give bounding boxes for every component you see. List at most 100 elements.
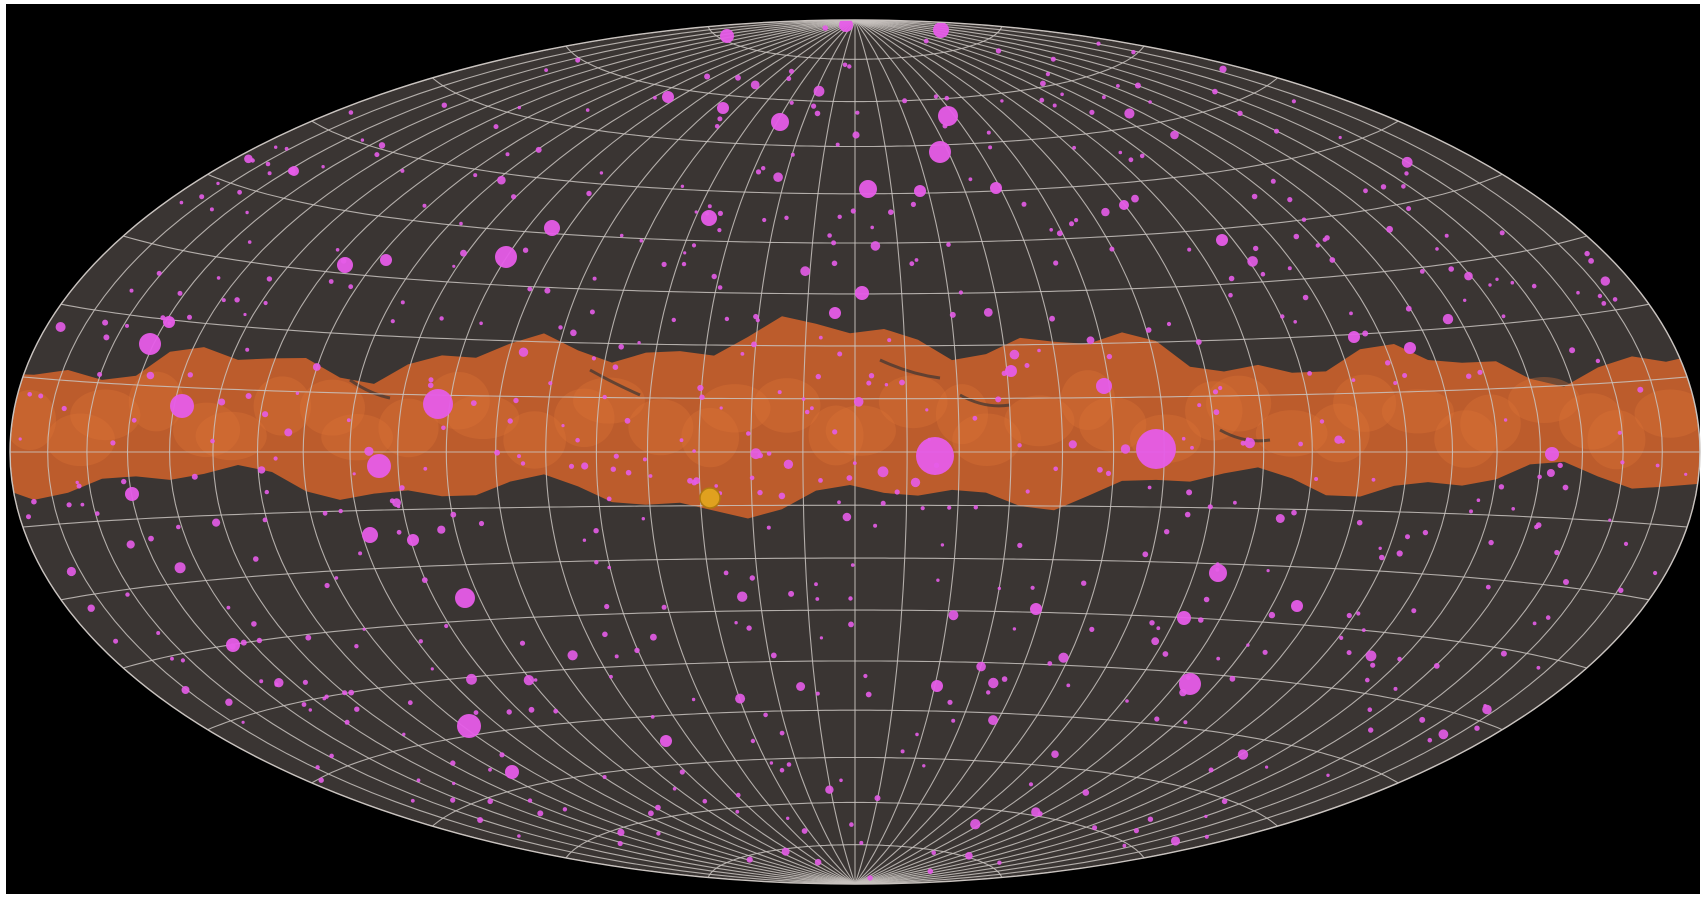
gamma-source	[402, 732, 406, 736]
gamma-source	[209, 207, 214, 212]
gamma-source	[518, 347, 529, 357]
gamma-source	[724, 316, 730, 322]
galactic-band-cloud	[1255, 410, 1328, 457]
gamma-source	[656, 831, 661, 836]
gamma-source	[553, 708, 559, 714]
gamma-source	[1204, 814, 1208, 819]
gamma-source	[773, 172, 783, 182]
gamma-source	[478, 520, 485, 527]
galactic-band-cloud	[1460, 394, 1521, 454]
gamma-source	[1049, 228, 1053, 232]
gamma-source	[720, 29, 734, 43]
gamma-source	[1017, 443, 1022, 448]
gamma-source	[1052, 103, 1057, 108]
gamma-source	[308, 708, 312, 712]
gamma-source	[523, 675, 535, 686]
gamma-source	[1170, 836, 1181, 846]
gamma-source	[877, 466, 889, 478]
gamma-source	[256, 637, 263, 644]
gamma-source	[612, 364, 619, 371]
gamma-source	[1511, 507, 1515, 511]
gamma-source	[1203, 596, 1210, 603]
gamma-source	[648, 474, 653, 478]
gamma-source	[746, 625, 752, 631]
gamma-source	[180, 658, 185, 663]
gamma-source	[866, 380, 872, 386]
gamma-source	[624, 417, 631, 424]
gamma-source	[1151, 637, 1160, 646]
gamma-source	[1396, 550, 1403, 557]
gamma-source	[95, 511, 100, 516]
gamma-source	[920, 506, 925, 511]
gamma-source	[1268, 611, 1276, 619]
gamma-source	[634, 647, 640, 654]
gamma-source	[1017, 542, 1023, 549]
gamma-source	[1314, 477, 1319, 481]
gamma-source	[735, 809, 740, 814]
parallel-line	[565, 45, 1145, 103]
gamma-source	[1370, 662, 1376, 668]
gamma-source	[1164, 529, 1170, 535]
gamma-source	[1419, 716, 1426, 723]
gamma-source	[535, 146, 542, 153]
gamma-source	[837, 351, 843, 357]
gamma-source	[786, 76, 792, 82]
gamma-source	[251, 621, 257, 627]
galactic-band-cloud	[699, 384, 771, 433]
gamma-source	[160, 315, 166, 321]
gamma-source	[354, 706, 360, 712]
parallel-line	[432, 756, 1278, 827]
gamma-source	[973, 505, 978, 510]
gamma-source	[1597, 293, 1603, 299]
gamma-source	[1001, 370, 1007, 376]
gamma-source	[1092, 825, 1098, 831]
gamma-source	[609, 674, 613, 679]
gamma-source	[1024, 363, 1030, 368]
gamma-source	[650, 633, 657, 641]
gamma-source	[1001, 676, 1008, 682]
gamma-source	[495, 246, 517, 268]
gamma-source	[717, 116, 723, 122]
gamma-source	[1253, 245, 1259, 252]
gamma-source	[295, 391, 300, 395]
galactic-band-cloud	[1004, 395, 1075, 447]
gamma-source	[594, 560, 599, 565]
gamma-source	[606, 496, 612, 502]
gamma-source	[786, 762, 792, 767]
gamma-source	[423, 389, 453, 419]
gamma-source	[1380, 184, 1387, 190]
gamma-source	[1346, 650, 1352, 656]
gamma-source	[181, 686, 190, 694]
gamma-source	[750, 80, 760, 90]
gamma-source	[910, 477, 921, 488]
gamma-source	[757, 489, 763, 496]
gamma-source	[273, 456, 278, 461]
gamma-source	[888, 209, 894, 215]
gamma-source	[126, 540, 135, 549]
gamma-source	[965, 852, 973, 860]
gamma-source	[781, 847, 790, 856]
gamma-source	[661, 261, 667, 267]
gamma-source	[494, 449, 500, 456]
gamma-source	[986, 690, 991, 695]
gamma-source	[1147, 485, 1152, 490]
gamma-source	[972, 415, 978, 421]
gamma-source	[865, 691, 872, 698]
gamma-source	[176, 524, 181, 530]
gamma-source	[493, 124, 499, 130]
gamma-source	[352, 472, 356, 476]
gamma-source	[842, 62, 848, 68]
gamma-source	[561, 424, 565, 428]
gamma-source	[187, 372, 193, 378]
dust-lane	[349, 378, 391, 400]
gamma-source	[1612, 297, 1618, 302]
gamma-source	[1329, 257, 1336, 263]
gamma-source	[591, 356, 597, 361]
gamma-source	[229, 643, 236, 650]
gamma-source	[850, 563, 855, 567]
gamma-source	[618, 344, 624, 350]
gamma-source	[687, 477, 693, 484]
gamma-source	[1131, 194, 1139, 203]
gamma-source	[1386, 225, 1393, 233]
gamma-source	[737, 591, 748, 602]
